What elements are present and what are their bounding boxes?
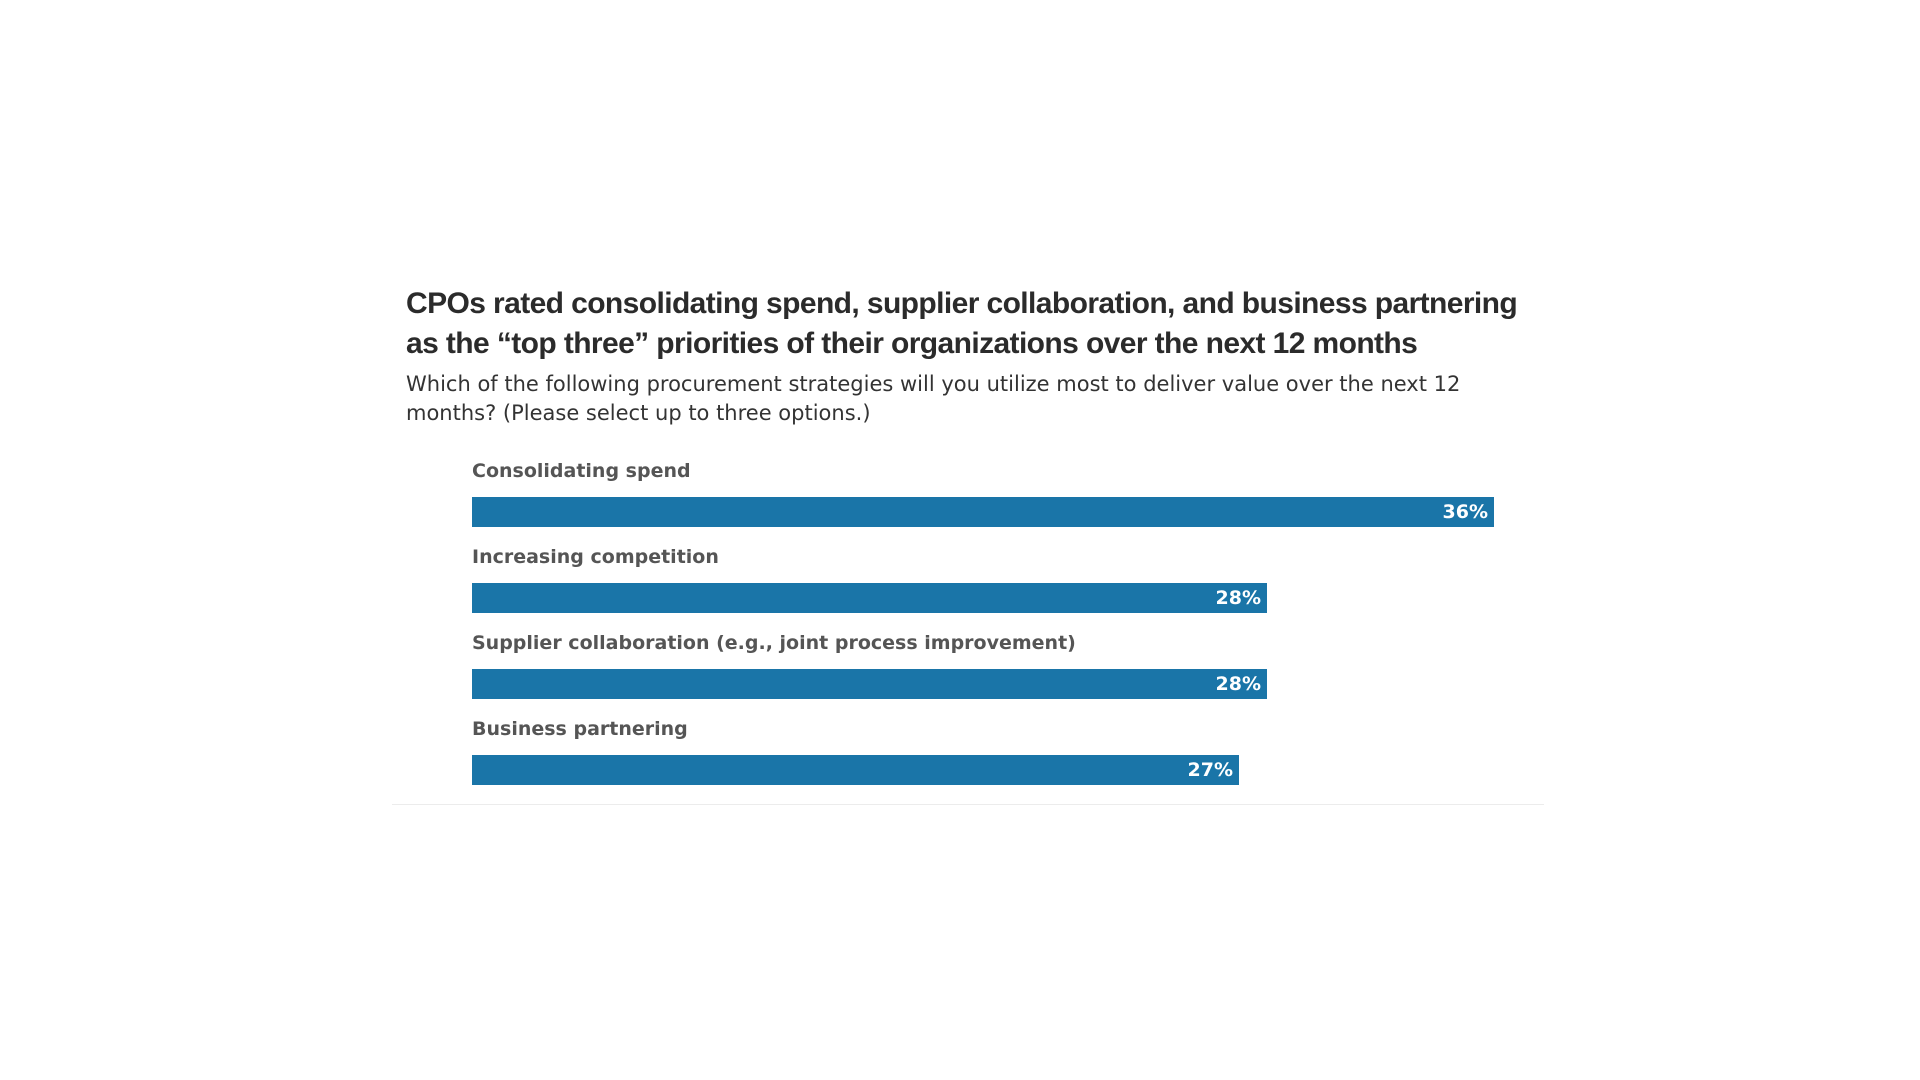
bar-row: Increasing competition 28%	[472, 545, 1512, 631]
chart-baseline-divider	[392, 804, 1544, 805]
category-label: Business partnering	[472, 718, 688, 740]
bar-value-label: 28%	[1215, 587, 1261, 609]
bar-value-label: 36%	[1442, 501, 1488, 523]
chart-subtitle: Which of the following procurement strat…	[406, 372, 1461, 425]
category-label: Supplier collaboration (e.g., joint proc…	[472, 632, 1076, 654]
chart-title: CPOs rated consolidating spend, supplier…	[406, 287, 1518, 360]
chart-figure: CPOs rated consolidating spend, supplier…	[406, 284, 1546, 785]
bar-track: 36%	[472, 497, 1494, 527]
bar-chart: Consolidating spend 36% Increasing compe…	[472, 459, 1512, 803]
bar-value-label: 28%	[1215, 673, 1261, 695]
bar: 28%	[472, 583, 1267, 613]
bar: 28%	[472, 669, 1267, 699]
bar-row: Consolidating spend 36%	[472, 459, 1512, 545]
bar-track: 27%	[472, 755, 1494, 785]
bar: 27%	[472, 755, 1239, 785]
category-label: Consolidating spend	[472, 460, 691, 482]
bar-track: 28%	[472, 583, 1494, 613]
bar: 36%	[472, 497, 1494, 527]
bar-track: 28%	[472, 669, 1494, 699]
category-label: Increasing competition	[472, 546, 719, 568]
bar-value-label: 27%	[1187, 759, 1233, 781]
bar-row: Business partnering 27%	[472, 717, 1512, 803]
bar-row: Supplier collaboration (e.g., joint proc…	[472, 631, 1512, 717]
